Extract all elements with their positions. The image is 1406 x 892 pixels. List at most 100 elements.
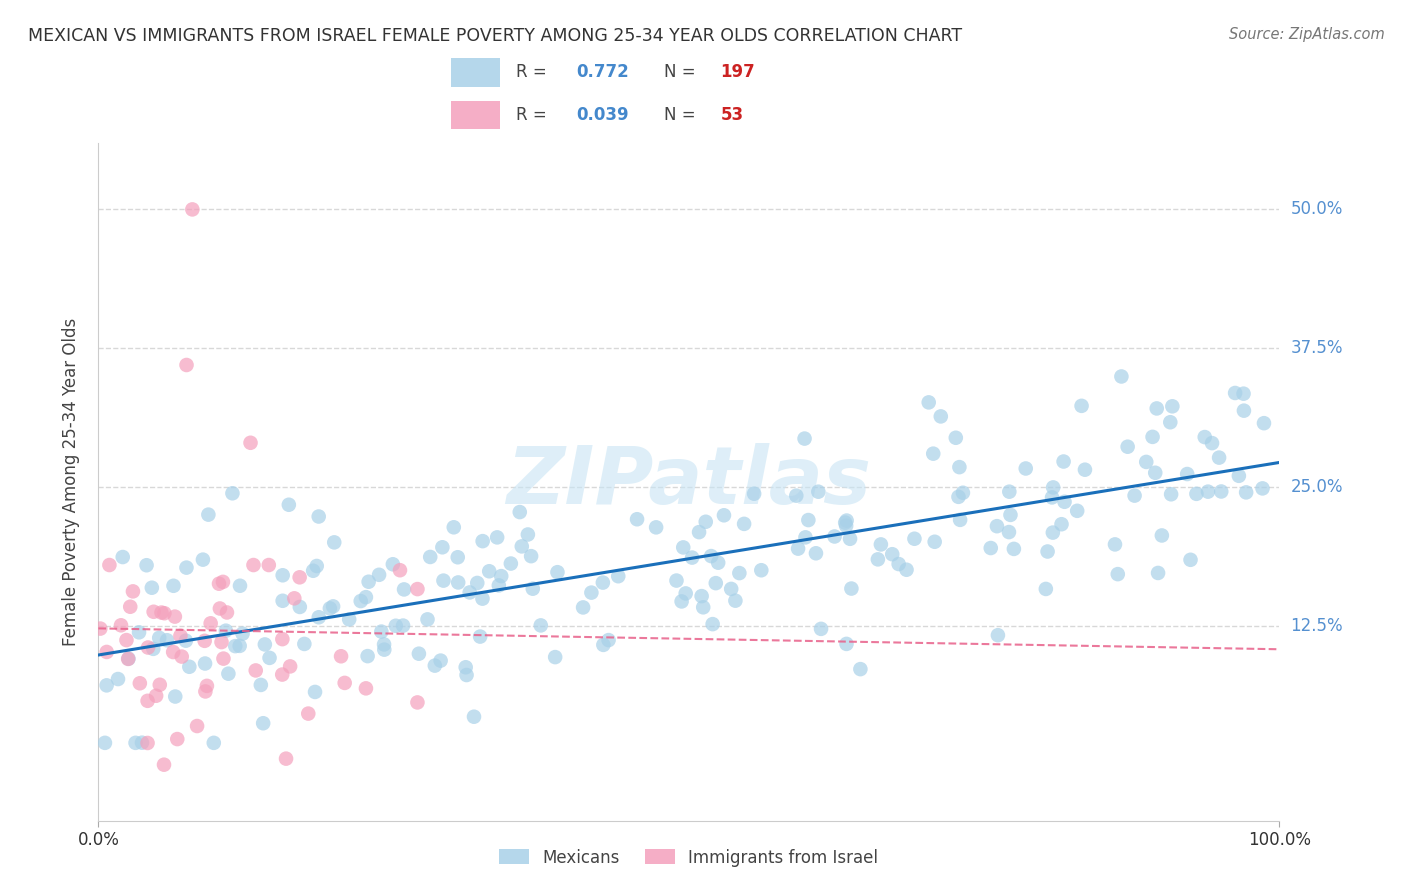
Point: [866, 552, 889, 566]
Point: [458, 585, 481, 599]
Point: [454, 660, 477, 674]
Point: [136, 640, 159, 655]
Point: [1002, 541, 1025, 556]
Point: [197, 508, 219, 522]
Point: [406, 582, 429, 596]
Point: [1159, 415, 1181, 429]
Point: [700, 549, 723, 563]
Point: [94, 736, 117, 750]
Point: [1107, 567, 1129, 582]
Point: [1223, 386, 1246, 401]
Point: [392, 618, 415, 632]
Point: [1111, 369, 1133, 384]
Point: [283, 591, 305, 606]
Point: [948, 460, 970, 475]
Text: 12.5%: 12.5%: [1291, 617, 1343, 635]
Point: [228, 639, 250, 653]
Point: [221, 486, 243, 500]
Point: [271, 632, 294, 647]
Point: [665, 574, 688, 588]
Point: [1144, 466, 1167, 480]
Point: [373, 642, 395, 657]
Point: [229, 579, 252, 593]
Point: [98, 558, 121, 572]
Point: [115, 633, 138, 648]
Point: [432, 574, 454, 588]
Point: [443, 520, 465, 534]
Point: [835, 519, 858, 533]
Point: [509, 505, 531, 519]
Point: [122, 584, 145, 599]
Point: [797, 513, 820, 527]
Point: [162, 645, 184, 659]
Point: [323, 535, 346, 549]
Point: [922, 447, 945, 461]
Point: [1208, 450, 1230, 465]
Point: [429, 654, 451, 668]
Point: [186, 719, 208, 733]
Point: [839, 532, 862, 546]
Point: [242, 558, 264, 572]
Point: [1036, 544, 1059, 558]
Point: [179, 659, 201, 673]
Point: [724, 593, 747, 607]
Point: [302, 564, 325, 578]
Point: [1180, 553, 1202, 567]
Point: [277, 498, 299, 512]
Point: [239, 435, 262, 450]
Point: [488, 578, 510, 592]
Point: [135, 558, 157, 573]
Point: [368, 567, 391, 582]
Point: [849, 662, 872, 676]
Point: [165, 690, 187, 704]
Point: [516, 527, 538, 541]
Point: [208, 601, 231, 615]
Point: [292, 637, 315, 651]
Point: [408, 647, 430, 661]
Point: [259, 651, 281, 665]
Point: [544, 650, 567, 665]
Point: [419, 549, 441, 564]
Point: [202, 736, 225, 750]
Point: [145, 689, 167, 703]
Point: [1150, 528, 1173, 542]
Point: [675, 586, 697, 600]
Point: [626, 512, 648, 526]
Text: MEXICAN VS IMMIGRANTS FROM ISRAEL FEMALE POVERTY AMONG 25-34 YEAR OLDS CORRELATI: MEXICAN VS IMMIGRANTS FROM ISRAEL FEMALE…: [28, 27, 962, 45]
Point: [695, 515, 717, 529]
Point: [952, 485, 974, 500]
Point: [1251, 482, 1274, 496]
Point: [212, 574, 235, 589]
Point: [191, 552, 214, 566]
Point: [834, 516, 856, 530]
Point: [520, 549, 543, 563]
Point: [252, 716, 274, 731]
Point: [794, 530, 817, 544]
Text: ZIPatlas: ZIPatlas: [506, 442, 872, 521]
Text: 53: 53: [721, 106, 744, 124]
Point: [107, 672, 129, 686]
Point: [728, 566, 751, 580]
Point: [671, 594, 693, 608]
Point: [381, 558, 404, 572]
Point: [1161, 400, 1184, 414]
Point: [96, 645, 118, 659]
Point: [841, 582, 863, 596]
Point: [297, 706, 319, 721]
Point: [319, 601, 342, 615]
Point: [354, 590, 377, 604]
Point: [170, 649, 193, 664]
Point: [1052, 454, 1074, 468]
Point: [224, 639, 246, 653]
Point: [733, 516, 755, 531]
Point: [150, 606, 173, 620]
Point: [1227, 468, 1250, 483]
Point: [887, 557, 910, 571]
Point: [350, 594, 373, 608]
Point: [510, 540, 533, 554]
Point: [153, 606, 176, 620]
Point: [645, 520, 668, 534]
Point: [181, 202, 204, 217]
Text: 37.5%: 37.5%: [1291, 339, 1343, 358]
Point: [1185, 487, 1208, 501]
